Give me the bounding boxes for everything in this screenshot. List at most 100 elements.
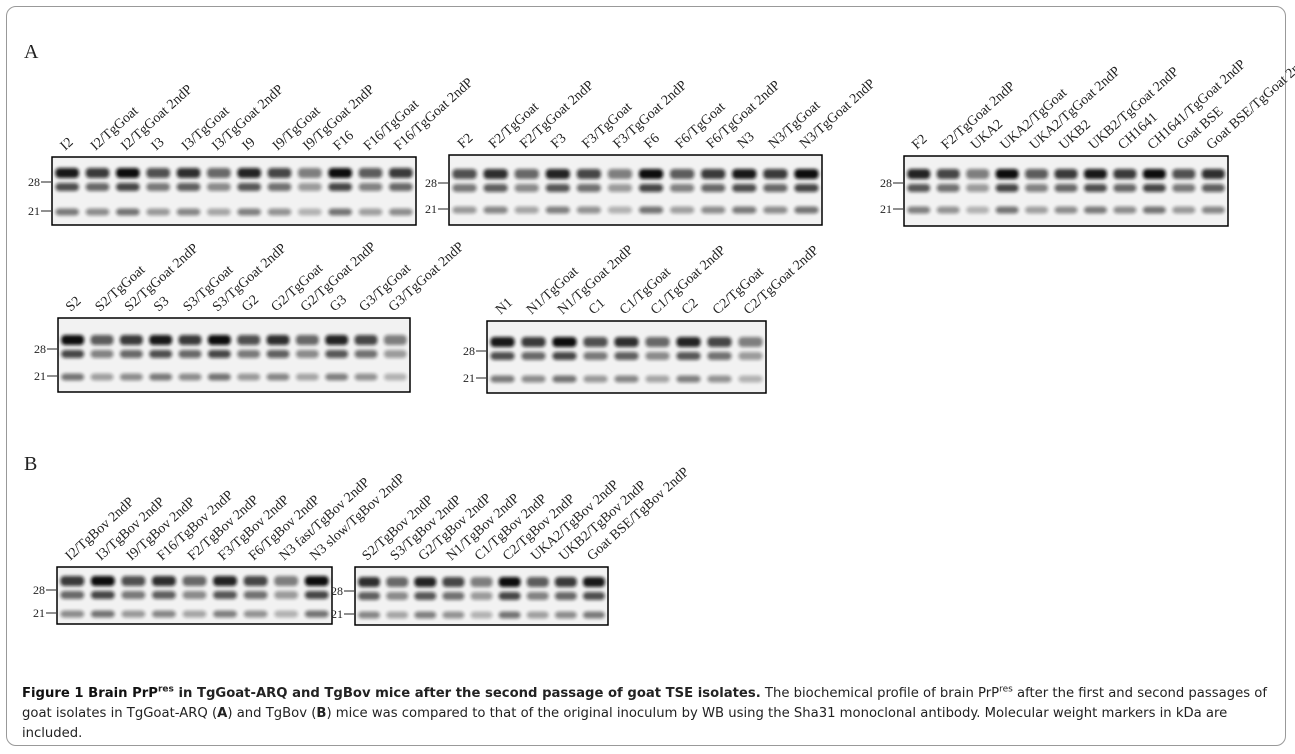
- band: [179, 350, 202, 358]
- band: [471, 577, 493, 587]
- band: [355, 374, 378, 381]
- band: [527, 577, 549, 587]
- band: [732, 184, 756, 192]
- lane-label: I9: [240, 135, 259, 154]
- band: [527, 592, 549, 600]
- lane-label: C1: [586, 296, 608, 318]
- band: [328, 209, 352, 216]
- band: [305, 611, 329, 618]
- band: [583, 612, 605, 619]
- band: [1084, 184, 1107, 192]
- band: [555, 612, 577, 619]
- band: [515, 207, 539, 214]
- band: [359, 209, 383, 216]
- blot: F2F2/TgGoat 2ndPUKA2UKA2/TgGoatUKA2/TgGo…: [880, 51, 1295, 226]
- band: [614, 376, 638, 383]
- band: [583, 337, 607, 347]
- band: [1084, 207, 1107, 214]
- band: [244, 591, 268, 599]
- caption-run: in TgGoat-ARQ and TgBov mice after the s…: [174, 686, 761, 701]
- lane-label: F3: [548, 131, 569, 152]
- band: [521, 337, 545, 347]
- band: [577, 184, 601, 192]
- marker-label: 21: [880, 202, 892, 216]
- band: [484, 184, 508, 192]
- band: [179, 335, 202, 345]
- band: [442, 577, 464, 587]
- band: [521, 376, 545, 383]
- band: [555, 577, 577, 587]
- band: [1143, 184, 1166, 192]
- band: [61, 350, 84, 358]
- band: [55, 183, 79, 191]
- band: [546, 169, 570, 179]
- band: [490, 376, 514, 383]
- band: [645, 376, 669, 383]
- caption-run: A: [217, 706, 227, 721]
- band: [268, 183, 292, 191]
- band: [583, 577, 605, 587]
- band: [91, 591, 115, 599]
- band: [177, 209, 201, 216]
- band: [91, 374, 114, 381]
- band: [60, 576, 84, 586]
- band: [645, 337, 669, 347]
- band: [484, 169, 508, 179]
- lane-label: S3: [151, 294, 172, 315]
- band: [707, 337, 731, 347]
- band: [499, 577, 521, 587]
- band: [527, 612, 549, 619]
- band: [208, 335, 231, 345]
- band: [701, 184, 725, 192]
- band: [639, 169, 663, 179]
- band: [552, 376, 576, 383]
- band: [389, 209, 413, 216]
- band: [614, 337, 638, 347]
- band: [305, 591, 329, 599]
- caption: Figure 1 Brain PrPres in TgGoat-ARQ and …: [22, 684, 1272, 744]
- band: [552, 337, 576, 347]
- band: [763, 184, 787, 192]
- band: [267, 335, 290, 345]
- band: [177, 183, 201, 191]
- lane-label: F2: [909, 132, 930, 153]
- band: [471, 592, 493, 600]
- band: [577, 207, 601, 214]
- band: [1143, 169, 1166, 179]
- band: [359, 183, 383, 191]
- band: [907, 169, 930, 179]
- band: [328, 168, 352, 178]
- band: [325, 350, 348, 358]
- band: [608, 169, 632, 179]
- band: [996, 207, 1019, 214]
- band: [298, 168, 322, 178]
- band: [116, 183, 140, 191]
- band: [442, 612, 464, 619]
- caption-run: ) and TgBov (: [227, 706, 316, 721]
- band: [1025, 207, 1048, 214]
- band: [555, 592, 577, 600]
- lane-label: I2: [58, 135, 77, 154]
- band: [499, 592, 521, 600]
- band: [389, 183, 413, 191]
- band: [763, 169, 787, 179]
- band: [442, 592, 464, 600]
- band: [701, 169, 725, 179]
- band: [237, 183, 261, 191]
- band: [325, 374, 348, 381]
- band: [1202, 207, 1225, 214]
- band: [208, 350, 231, 358]
- band: [1055, 207, 1078, 214]
- band: [244, 576, 268, 586]
- band: [325, 335, 348, 345]
- band: [639, 207, 663, 214]
- band: [207, 209, 231, 216]
- band: [738, 352, 762, 360]
- band: [207, 168, 231, 178]
- caption-run: B: [316, 706, 326, 721]
- band: [268, 209, 292, 216]
- band: [937, 184, 960, 192]
- band: [152, 591, 176, 599]
- panel-label: B: [24, 453, 37, 475]
- band: [670, 207, 694, 214]
